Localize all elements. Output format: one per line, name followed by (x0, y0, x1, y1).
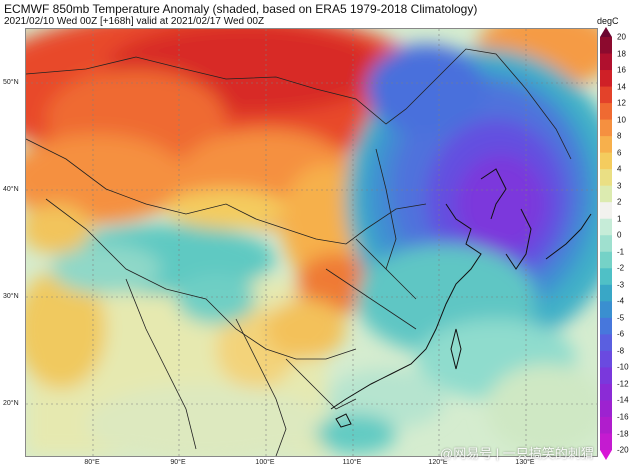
colorbar-tick-label: -20 (617, 445, 629, 455)
colorbar-segment (600, 268, 612, 286)
colorbar-tick-label: -4 (617, 296, 625, 306)
colorbar-tick-label: 12 (617, 98, 626, 108)
colorbar-tick-label: 6 (617, 148, 622, 158)
colorbar-segment (600, 218, 612, 236)
colorbar-segment (600, 284, 612, 302)
colorbar-tick-label: -12 (617, 379, 629, 389)
lon-label-100: 100°E (255, 459, 275, 466)
colorbar-segment (600, 103, 612, 121)
colorbar-segment (600, 37, 612, 55)
colorbar-tick-label: 14 (617, 82, 626, 92)
colorbar-segment (600, 433, 612, 450)
colorbar-tick-label: -8 (617, 346, 625, 356)
colorbar-segment (600, 367, 612, 385)
colorbar-tick-label: -18 (617, 429, 629, 438)
lon-label-110: 110°E (342, 459, 362, 466)
colorbar-segment (600, 416, 612, 435)
map-subtitle: 2021/02/10 Wed 00Z [+168h] valid at 2021… (4, 16, 265, 27)
colorbar-top-arrow (600, 27, 612, 37)
map-title: ECMWF 850mb Temperature Anomaly (shaded,… (4, 2, 478, 16)
lon-label-130: 130°E (515, 459, 535, 466)
lat-label-50: 50°N (3, 79, 19, 86)
colorbar-tick-label: 20 (617, 32, 626, 42)
colorbar-tick-label: 0 (617, 230, 622, 240)
colorbar-tick-label: 8 (617, 131, 622, 141)
colorbar-segment (600, 185, 612, 203)
colorbar-tick-label: -6 (617, 329, 625, 339)
colorbar-tick-label: 4 (617, 164, 622, 174)
colorbar-tick-label: 3 (617, 181, 622, 191)
colorbar-segment (600, 53, 612, 71)
colorbar-segment (600, 400, 612, 418)
colorbar-segment (600, 119, 612, 137)
colorbar-tick-label: -2 (617, 263, 625, 273)
colorbar-segment (600, 86, 612, 104)
colorbar-tick-label: 10 (617, 115, 626, 125)
borders (26, 48, 572, 456)
colorbar-segment (600, 202, 612, 220)
colorbar-tick-label: -16 (617, 412, 629, 422)
coastline (330, 168, 592, 428)
graticule (26, 29, 597, 456)
lat-label-40: 40°N (3, 186, 19, 193)
lon-label-120: 120°E (428, 459, 448, 466)
lon-label-90: 90°E (170, 459, 186, 466)
colorbar-bottom-arrow (600, 450, 612, 460)
colorbar-segment (600, 350, 612, 368)
colorbar-tick-label: -1 (617, 247, 625, 257)
colorbar-segment (600, 136, 612, 154)
colorbar-segment (600, 301, 612, 319)
colorbar-tick-label: -10 (617, 362, 629, 372)
colorbar-tick-label: -14 (617, 395, 629, 405)
colorbar (600, 37, 612, 450)
watermark: @网易号 | 一只搞笑的刺猬 (440, 446, 594, 461)
colorbar-segment (600, 70, 612, 88)
colorbar-tick-label: 2 (617, 197, 622, 207)
colorbar-segment (600, 317, 612, 335)
colorbar-segment (600, 152, 612, 170)
lat-label-30: 30°N (3, 293, 19, 300)
colorbar-segment (600, 383, 612, 402)
colorbar-tick-label: -3 (617, 280, 625, 290)
colorbar-unit: degC (597, 16, 619, 26)
colorbar-tick-label: 16 (617, 65, 626, 75)
colorbar-tick-label: 1 (617, 214, 622, 224)
colorbar-tick-label: 18 (617, 49, 626, 58)
anomaly-shading (26, 29, 597, 456)
colorbar-tick-label: -5 (617, 313, 625, 323)
colorbar-segment (600, 169, 612, 187)
anomaly-map (25, 28, 598, 457)
lat-label-20: 20°N (3, 400, 19, 407)
colorbar-segment (600, 235, 612, 253)
colorbar-segment (600, 334, 612, 352)
lon-label-80: 80°E (84, 459, 100, 466)
colorbar-segment (600, 251, 612, 269)
